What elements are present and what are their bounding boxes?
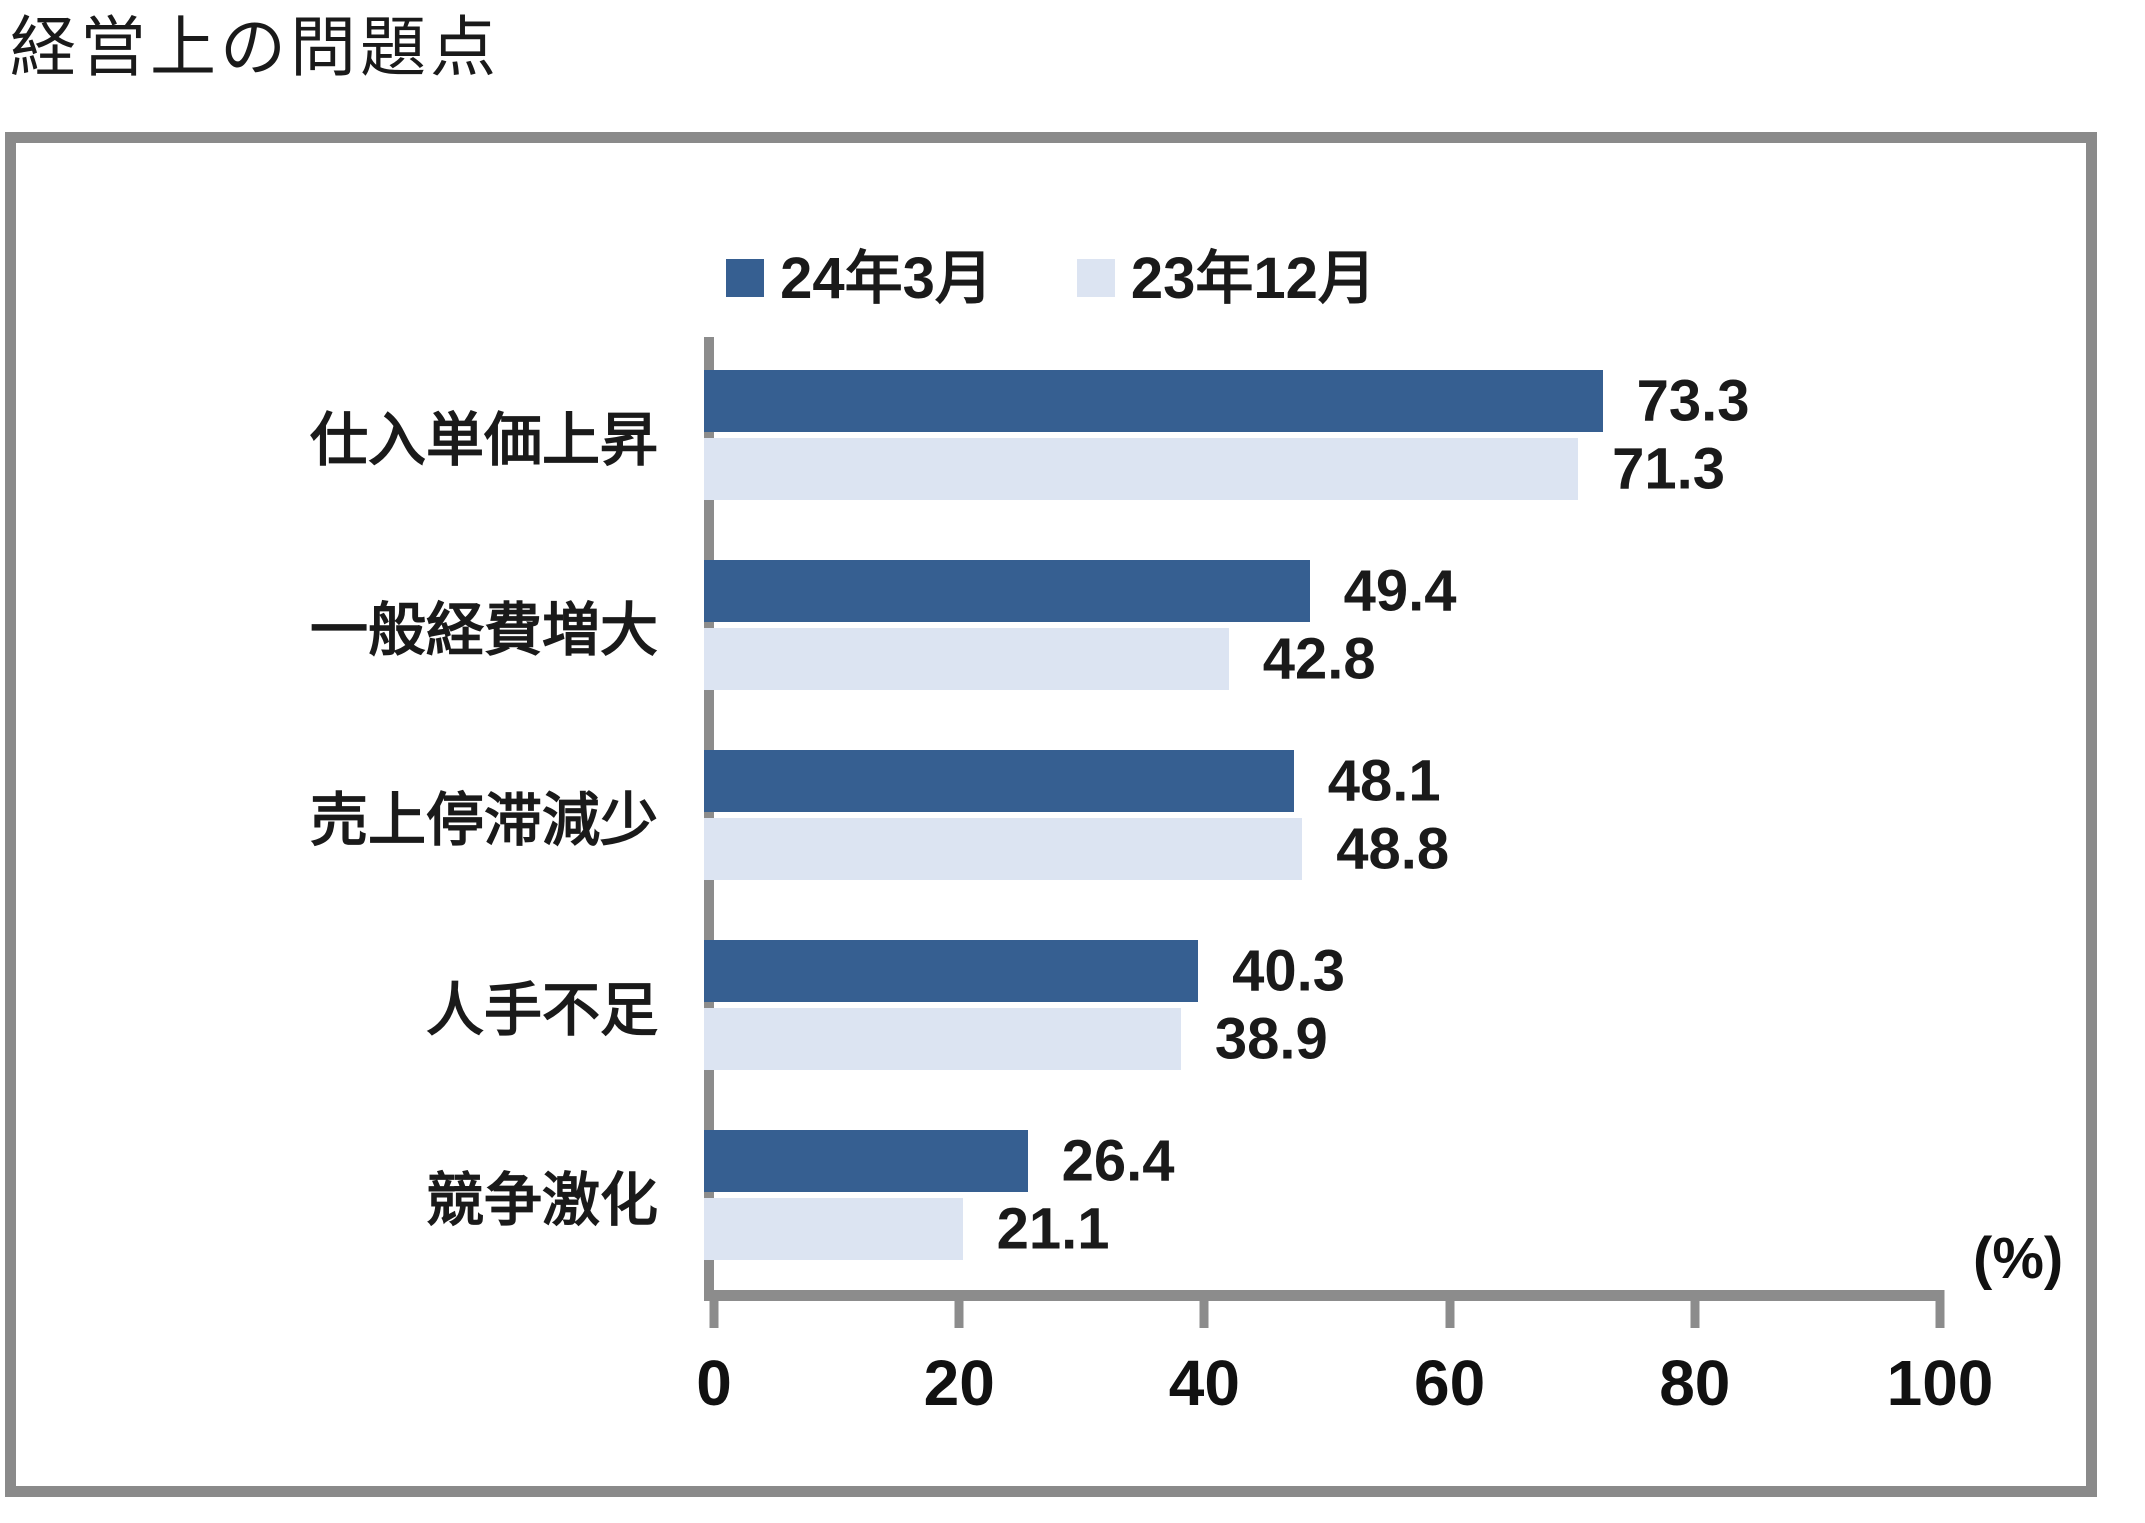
x-axis-tick (954, 1290, 964, 1328)
bar-row: 48.8 (704, 816, 1930, 882)
category-group: 仕入単価上昇 73.3 71.3 (16, 340, 2086, 530)
value-label-series-2: 21.1 (996, 1196, 1110, 1262)
bar-series-2 (704, 628, 1229, 690)
bar-row: 71.3 (704, 436, 1930, 502)
bar-series-1 (704, 940, 1199, 1002)
bar-series-1 (704, 560, 1310, 622)
category-bars: 26.4 21.1 (704, 1100, 1930, 1290)
percent-unit-label: (%) (1973, 1226, 2064, 1291)
bar-row: 40.3 (704, 938, 1930, 1004)
x-axis-tick (709, 1290, 719, 1328)
category-label: 一般経費増大 (309, 598, 658, 663)
chart-frame: 24年3月 23年12月 仕入単価上昇 73.3 71.3 一般経費増大 49.4 42.… (5, 132, 2097, 1497)
bar-row: 49.4 (704, 558, 1930, 624)
value-label-series-2: 42.8 (1262, 626, 1376, 692)
x-tick-label: 100 (1886, 1347, 1994, 1419)
legend-item-series-1: 24年3月 (726, 231, 993, 315)
value-label-series-1: 49.4 (1343, 558, 1457, 624)
plot-rows: 仕入単価上昇 73.3 71.3 一般経費増大 49.4 42.8 売上停滞減少 48.1 48… (16, 340, 2086, 1290)
page-title: 経営上の問題点 (10, 10, 500, 84)
value-label-series-1: 48.1 (1327, 748, 1441, 814)
bar-row: 42.8 (704, 626, 1930, 692)
bar-row: 48.1 (704, 748, 1930, 814)
value-label-series-2: 48.8 (1336, 816, 1450, 882)
category-bars: 49.4 42.8 (704, 530, 1930, 720)
x-axis-tick (1935, 1290, 1945, 1328)
value-label-series-1: 40.3 (1232, 938, 1345, 1004)
x-tick-label: 20 (923, 1347, 995, 1419)
x-axis (704, 1290, 1945, 1328)
x-axis-tick (1690, 1290, 1700, 1328)
bar-series-1 (704, 750, 1294, 812)
legend: 24年3月 23年12月 (16, 231, 2086, 315)
bar-series-1 (704, 370, 1603, 432)
bar-series-2 (704, 1008, 1181, 1070)
category-label: 人手不足 (425, 978, 658, 1043)
x-axis-tick (1445, 1290, 1455, 1328)
legend-label-series-2: 23年12月 (1130, 246, 1376, 311)
category-bars: 73.3 71.3 (704, 340, 1930, 530)
legend-swatch-series-2 (1076, 259, 1115, 297)
legend-label-series-1: 24年3月 (780, 246, 993, 311)
bar-row: 38.9 (704, 1006, 1930, 1072)
bar-series-1 (704, 1130, 1028, 1192)
x-tick-labels: 0 20 40 60 80 100 (696, 1346, 1993, 1426)
category-group: 一般経費増大 49.4 42.8 (16, 530, 2086, 720)
x-tick-label: 40 (1168, 1347, 1240, 1419)
x-axis-tick (1199, 1290, 1209, 1328)
bar-series-2 (704, 1198, 963, 1260)
legend-swatch-series-1 (726, 259, 765, 297)
category-group: 競争激化 26.4 21.1 (16, 1100, 2086, 1290)
value-label-series-2: 38.9 (1214, 1006, 1328, 1072)
bar-row: 26.4 (704, 1128, 1930, 1194)
x-tick-label: 0 (696, 1347, 732, 1419)
value-label-series-2: 71.3 (1612, 436, 1726, 502)
x-tick-label: 80 (1659, 1347, 1731, 1419)
value-label-series-1: 26.4 (1061, 1128, 1175, 1194)
bar-row: 21.1 (704, 1196, 1930, 1262)
category-label: 仕入単価上昇 (309, 408, 658, 473)
category-label: 競争激化 (425, 1168, 658, 1233)
category-bars: 48.1 48.8 (704, 720, 1930, 910)
x-tick-label: 60 (1414, 1347, 1486, 1419)
legend-item-series-2: 23年12月 (1076, 231, 1376, 315)
bar-row: 73.3 (704, 368, 1930, 434)
category-group: 人手不足 40.3 38.9 (16, 910, 2086, 1100)
bar-series-2 (704, 438, 1579, 500)
category-group: 売上停滞減少 48.1 48.8 (16, 720, 2086, 910)
value-label-series-1: 73.3 (1636, 368, 1750, 434)
bar-series-2 (704, 818, 1303, 880)
category-label: 売上停滞減少 (309, 788, 658, 853)
category-bars: 40.3 38.9 (704, 910, 1930, 1100)
